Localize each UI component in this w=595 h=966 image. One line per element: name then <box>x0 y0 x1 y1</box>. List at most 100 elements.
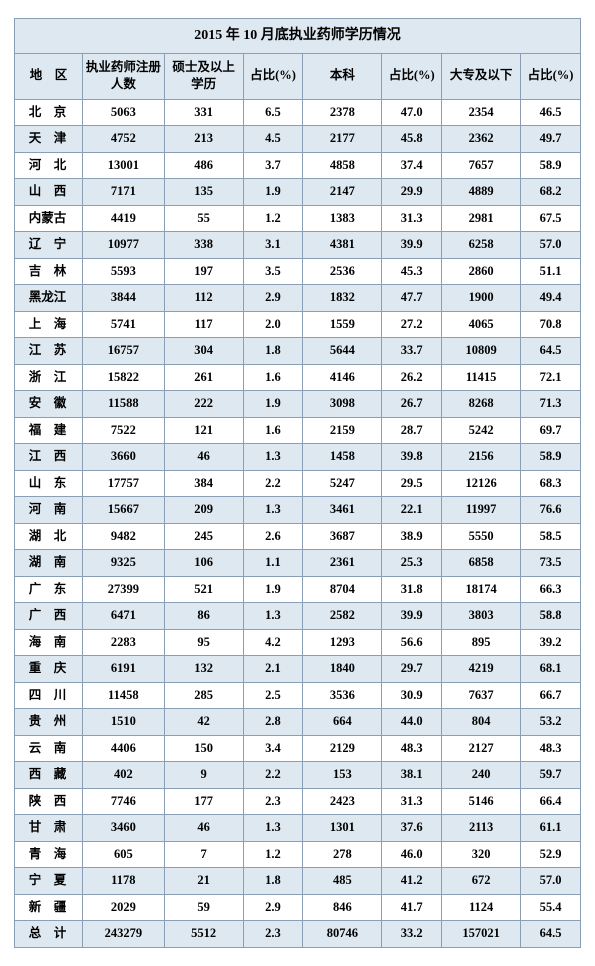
cell-masters: 285 <box>164 682 243 709</box>
cell-mpct: 1.6 <box>243 364 303 391</box>
cell-bachelor: 4858 <box>303 152 382 179</box>
cell-blpct: 53.2 <box>521 709 581 736</box>
cell-blpct: 66.4 <box>521 788 581 815</box>
table-row: 江 西3660461.3145839.8215658.9 <box>15 444 581 471</box>
cell-bachelor: 2177 <box>303 126 382 153</box>
cell-masters: 384 <box>164 470 243 497</box>
cell-region: 山 东 <box>15 470 83 497</box>
cell-below: 4065 <box>442 311 521 338</box>
cell-mpct: 6.5 <box>243 99 303 126</box>
cell-below: 895 <box>442 629 521 656</box>
col-below: 大专及以下 <box>442 53 521 99</box>
cell-mpct: 2.6 <box>243 523 303 550</box>
cell-masters: 150 <box>164 735 243 762</box>
cell-mpct: 4.5 <box>243 126 303 153</box>
cell-region: 广 东 <box>15 576 83 603</box>
cell-below: 5146 <box>442 788 521 815</box>
cell-total: 16757 <box>83 338 165 365</box>
cell-bpct: 39.9 <box>382 603 442 630</box>
cell-blpct: 48.3 <box>521 735 581 762</box>
cell-blpct: 39.2 <box>521 629 581 656</box>
table-row: 浙 江158222611.6414626.21141572.1 <box>15 364 581 391</box>
table-row: 甘 肃3460461.3130137.6211361.1 <box>15 815 581 842</box>
cell-mpct: 1.3 <box>243 815 303 842</box>
table-row: 重 庆61911322.1184029.7421968.1 <box>15 656 581 683</box>
cell-bpct: 30.9 <box>382 682 442 709</box>
cell-region: 河 北 <box>15 152 83 179</box>
cell-mpct: 1.8 <box>243 338 303 365</box>
cell-blpct: 57.0 <box>521 232 581 259</box>
cell-masters: 213 <box>164 126 243 153</box>
cell-mpct: 2.5 <box>243 682 303 709</box>
cell-below: 7637 <box>442 682 521 709</box>
cell-blpct: 58.8 <box>521 603 581 630</box>
cell-region: 云 南 <box>15 735 83 762</box>
cell-masters: 197 <box>164 258 243 285</box>
cell-region: 湖 南 <box>15 550 83 577</box>
cell-masters: 338 <box>164 232 243 259</box>
cell-region: 总 计 <box>15 921 83 948</box>
cell-region: 广 西 <box>15 603 83 630</box>
cell-total: 7522 <box>83 417 165 444</box>
cell-region: 黑龙江 <box>15 285 83 312</box>
table-row: 海 南2283954.2129356.689539.2 <box>15 629 581 656</box>
cell-mpct: 2.3 <box>243 921 303 948</box>
cell-masters: 7 <box>164 841 243 868</box>
cell-bachelor: 4146 <box>303 364 382 391</box>
cell-total: 7171 <box>83 179 165 206</box>
cell-region: 青 海 <box>15 841 83 868</box>
cell-masters: 95 <box>164 629 243 656</box>
cell-bpct: 45.3 <box>382 258 442 285</box>
cell-below: 1124 <box>442 894 521 921</box>
table-row: 河 南156672091.3346122.11199776.6 <box>15 497 581 524</box>
cell-mpct: 1.6 <box>243 417 303 444</box>
cell-blpct: 71.3 <box>521 391 581 418</box>
education-table: 2015 年 10 月底执业药师学历情况 地 区 执业药师注册人数 硕士及以上学… <box>14 18 581 948</box>
cell-bpct: 28.7 <box>382 417 442 444</box>
cell-total: 9325 <box>83 550 165 577</box>
cell-total: 11588 <box>83 391 165 418</box>
cell-masters: 117 <box>164 311 243 338</box>
cell-bpct: 44.0 <box>382 709 442 736</box>
cell-bpct: 26.2 <box>382 364 442 391</box>
cell-below: 2156 <box>442 444 521 471</box>
cell-below: 320 <box>442 841 521 868</box>
cell-bachelor: 2423 <box>303 788 382 815</box>
cell-bpct: 45.8 <box>382 126 442 153</box>
cell-below: 804 <box>442 709 521 736</box>
cell-mpct: 1.9 <box>243 391 303 418</box>
cell-blpct: 68.2 <box>521 179 581 206</box>
cell-mpct: 1.1 <box>243 550 303 577</box>
cell-masters: 9 <box>164 762 243 789</box>
table-row: 安 徽115882221.9309826.7826871.3 <box>15 391 581 418</box>
cell-mpct: 1.2 <box>243 205 303 232</box>
cell-blpct: 68.1 <box>521 656 581 683</box>
cell-bachelor: 80746 <box>303 921 382 948</box>
cell-masters: 42 <box>164 709 243 736</box>
cell-bachelor: 2129 <box>303 735 382 762</box>
col-masters: 硕士及以上学历 <box>164 53 243 99</box>
cell-below: 8268 <box>442 391 521 418</box>
col-blpct: 占比(%) <box>521 53 581 99</box>
cell-below: 6258 <box>442 232 521 259</box>
table-row: 天 津47522134.5217745.8236249.7 <box>15 126 581 153</box>
cell-bpct: 33.2 <box>382 921 442 948</box>
cell-bachelor: 2536 <box>303 258 382 285</box>
cell-bpct: 39.9 <box>382 232 442 259</box>
cell-total: 3460 <box>83 815 165 842</box>
cell-region: 江 苏 <box>15 338 83 365</box>
cell-region: 福 建 <box>15 417 83 444</box>
cell-blpct: 64.5 <box>521 338 581 365</box>
cell-region: 海 南 <box>15 629 83 656</box>
cell-mpct: 1.2 <box>243 841 303 868</box>
cell-bachelor: 485 <box>303 868 382 895</box>
cell-below: 5550 <box>442 523 521 550</box>
cell-mpct: 2.2 <box>243 470 303 497</box>
cell-bpct: 37.4 <box>382 152 442 179</box>
cell-region: 贵 州 <box>15 709 83 736</box>
cell-blpct: 66.3 <box>521 576 581 603</box>
cell-below: 672 <box>442 868 521 895</box>
cell-bpct: 41.2 <box>382 868 442 895</box>
cell-blpct: 59.7 <box>521 762 581 789</box>
cell-mpct: 2.2 <box>243 762 303 789</box>
